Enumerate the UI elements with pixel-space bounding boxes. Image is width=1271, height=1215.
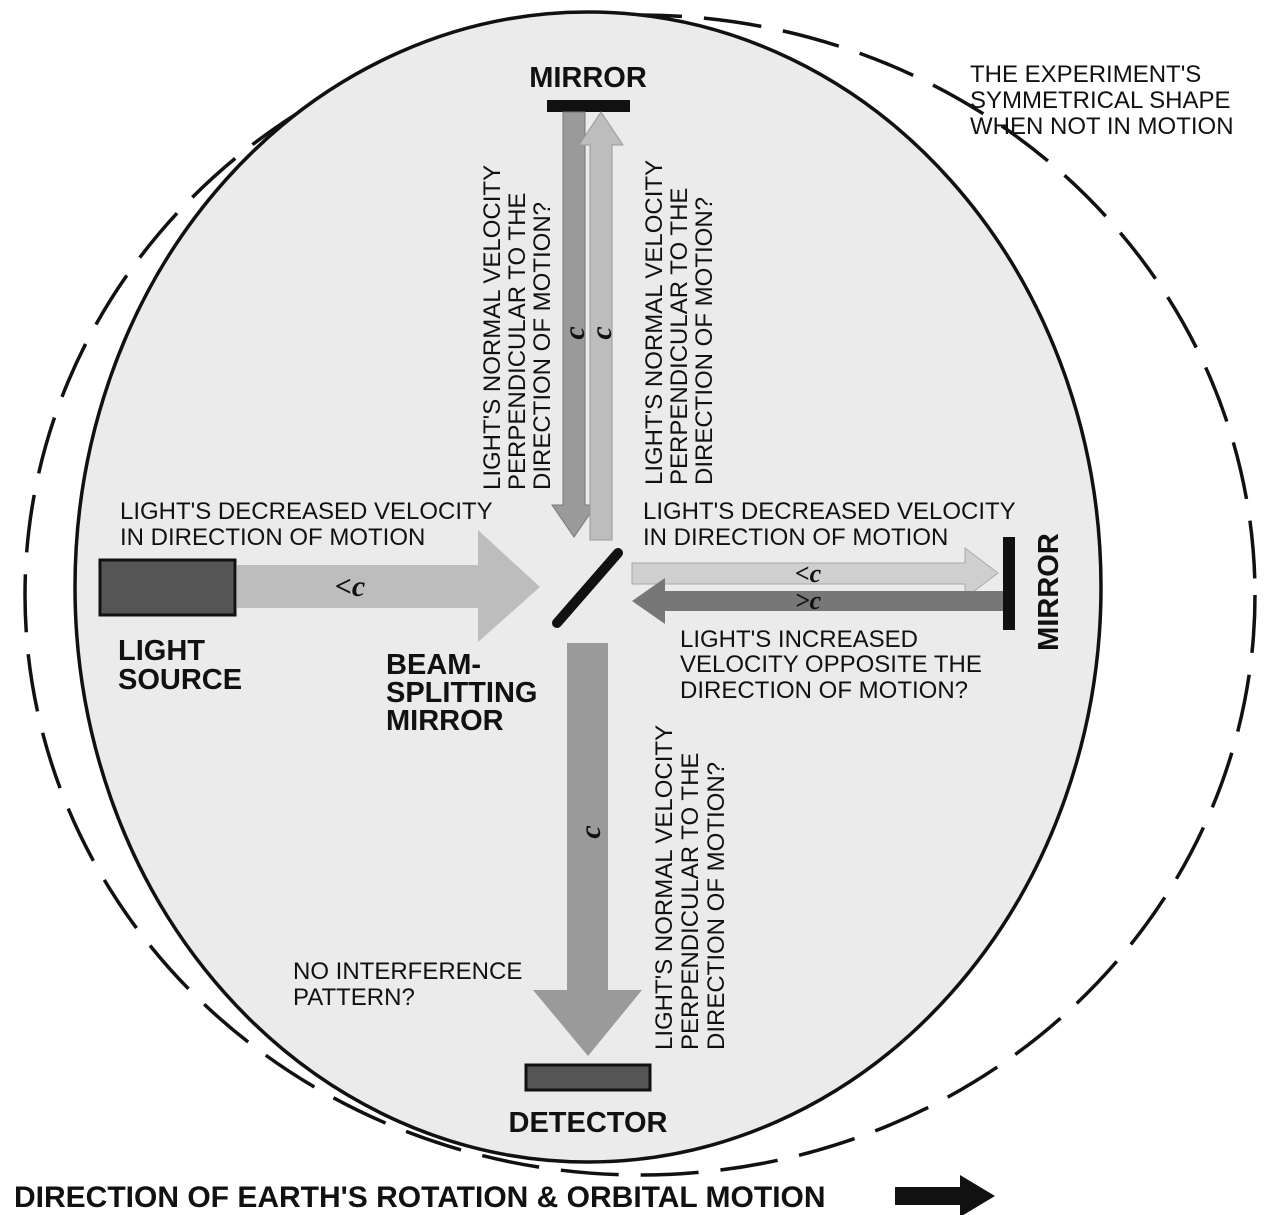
note-text: SYMMETRICAL SHAPE [970,87,1231,114]
note-text: PERPENDICULAR TO THE [677,753,704,1050]
note-text: WHEN NOT IN MOTION [970,113,1234,140]
note-text: LIGHT'S DECREASED VELOCITY [120,498,493,525]
light-source [98,558,237,617]
detector [524,1063,652,1092]
note-text: PATTERN? [293,984,415,1011]
label: MIRROR [1033,533,1065,651]
note-text: DIRECTION OF MOTION? [703,762,730,1050]
back-beam [632,578,1003,624]
note-text: DIRECTION OF MOTION? [680,677,968,704]
note-text: IN DIRECTION OF MOTION [643,524,948,551]
note-text: IN DIRECTION OF MOTION [120,524,425,551]
note-text: LIGHT'S NORMAL VELOCITY [479,165,506,490]
top-mirror [547,100,630,112]
speed-label: c [558,326,591,339]
speed-label: c [585,326,618,339]
speed-label: <c [795,559,822,588]
label: MIRROR [529,62,647,94]
note-text: PERPENDICULAR TO THE [504,193,531,490]
source-beam [237,530,540,642]
note-text: PERPENDICULAR TO THE [666,188,693,485]
note-text: DIRECTION OF MOTION? [529,202,556,490]
speed-label: <c [335,570,365,603]
up-beam [578,111,624,541]
note-text: LIGHT'S DECREASED VELOCITY [643,498,1016,525]
label: DETECTOR [509,1107,668,1139]
note-text: VELOCITY OPPOSITE THE [680,651,982,678]
note-text: DIRECTION OF MOTION? [691,197,718,485]
speed-label: c [574,825,607,838]
label: SPLITTING [386,677,537,709]
caption: DIRECTION OF EARTH'S ROTATION & ORBITAL … [14,1181,826,1214]
speed-label: >c [795,586,822,615]
note-text: LIGHT'S INCREASED [680,626,918,653]
note-text: LIGHT'S NORMAL VELOCITY [641,160,668,485]
beam-splitter [552,548,623,628]
note-text: THE EXPERIMENT'S [970,61,1201,88]
note-text: NO INTERFERENCE [293,958,522,985]
motion-arrow [895,1175,995,1215]
out-beam [631,546,999,600]
right-mirror [1003,537,1015,630]
detector-beam [533,643,642,1056]
label: BEAM- [386,649,481,681]
down-beam [551,111,597,538]
label: LIGHT [118,635,205,667]
label: SOURCE [118,664,242,696]
label: MIRROR [386,705,504,737]
note-text: LIGHT'S NORMAL VELOCITY [651,725,678,1050]
